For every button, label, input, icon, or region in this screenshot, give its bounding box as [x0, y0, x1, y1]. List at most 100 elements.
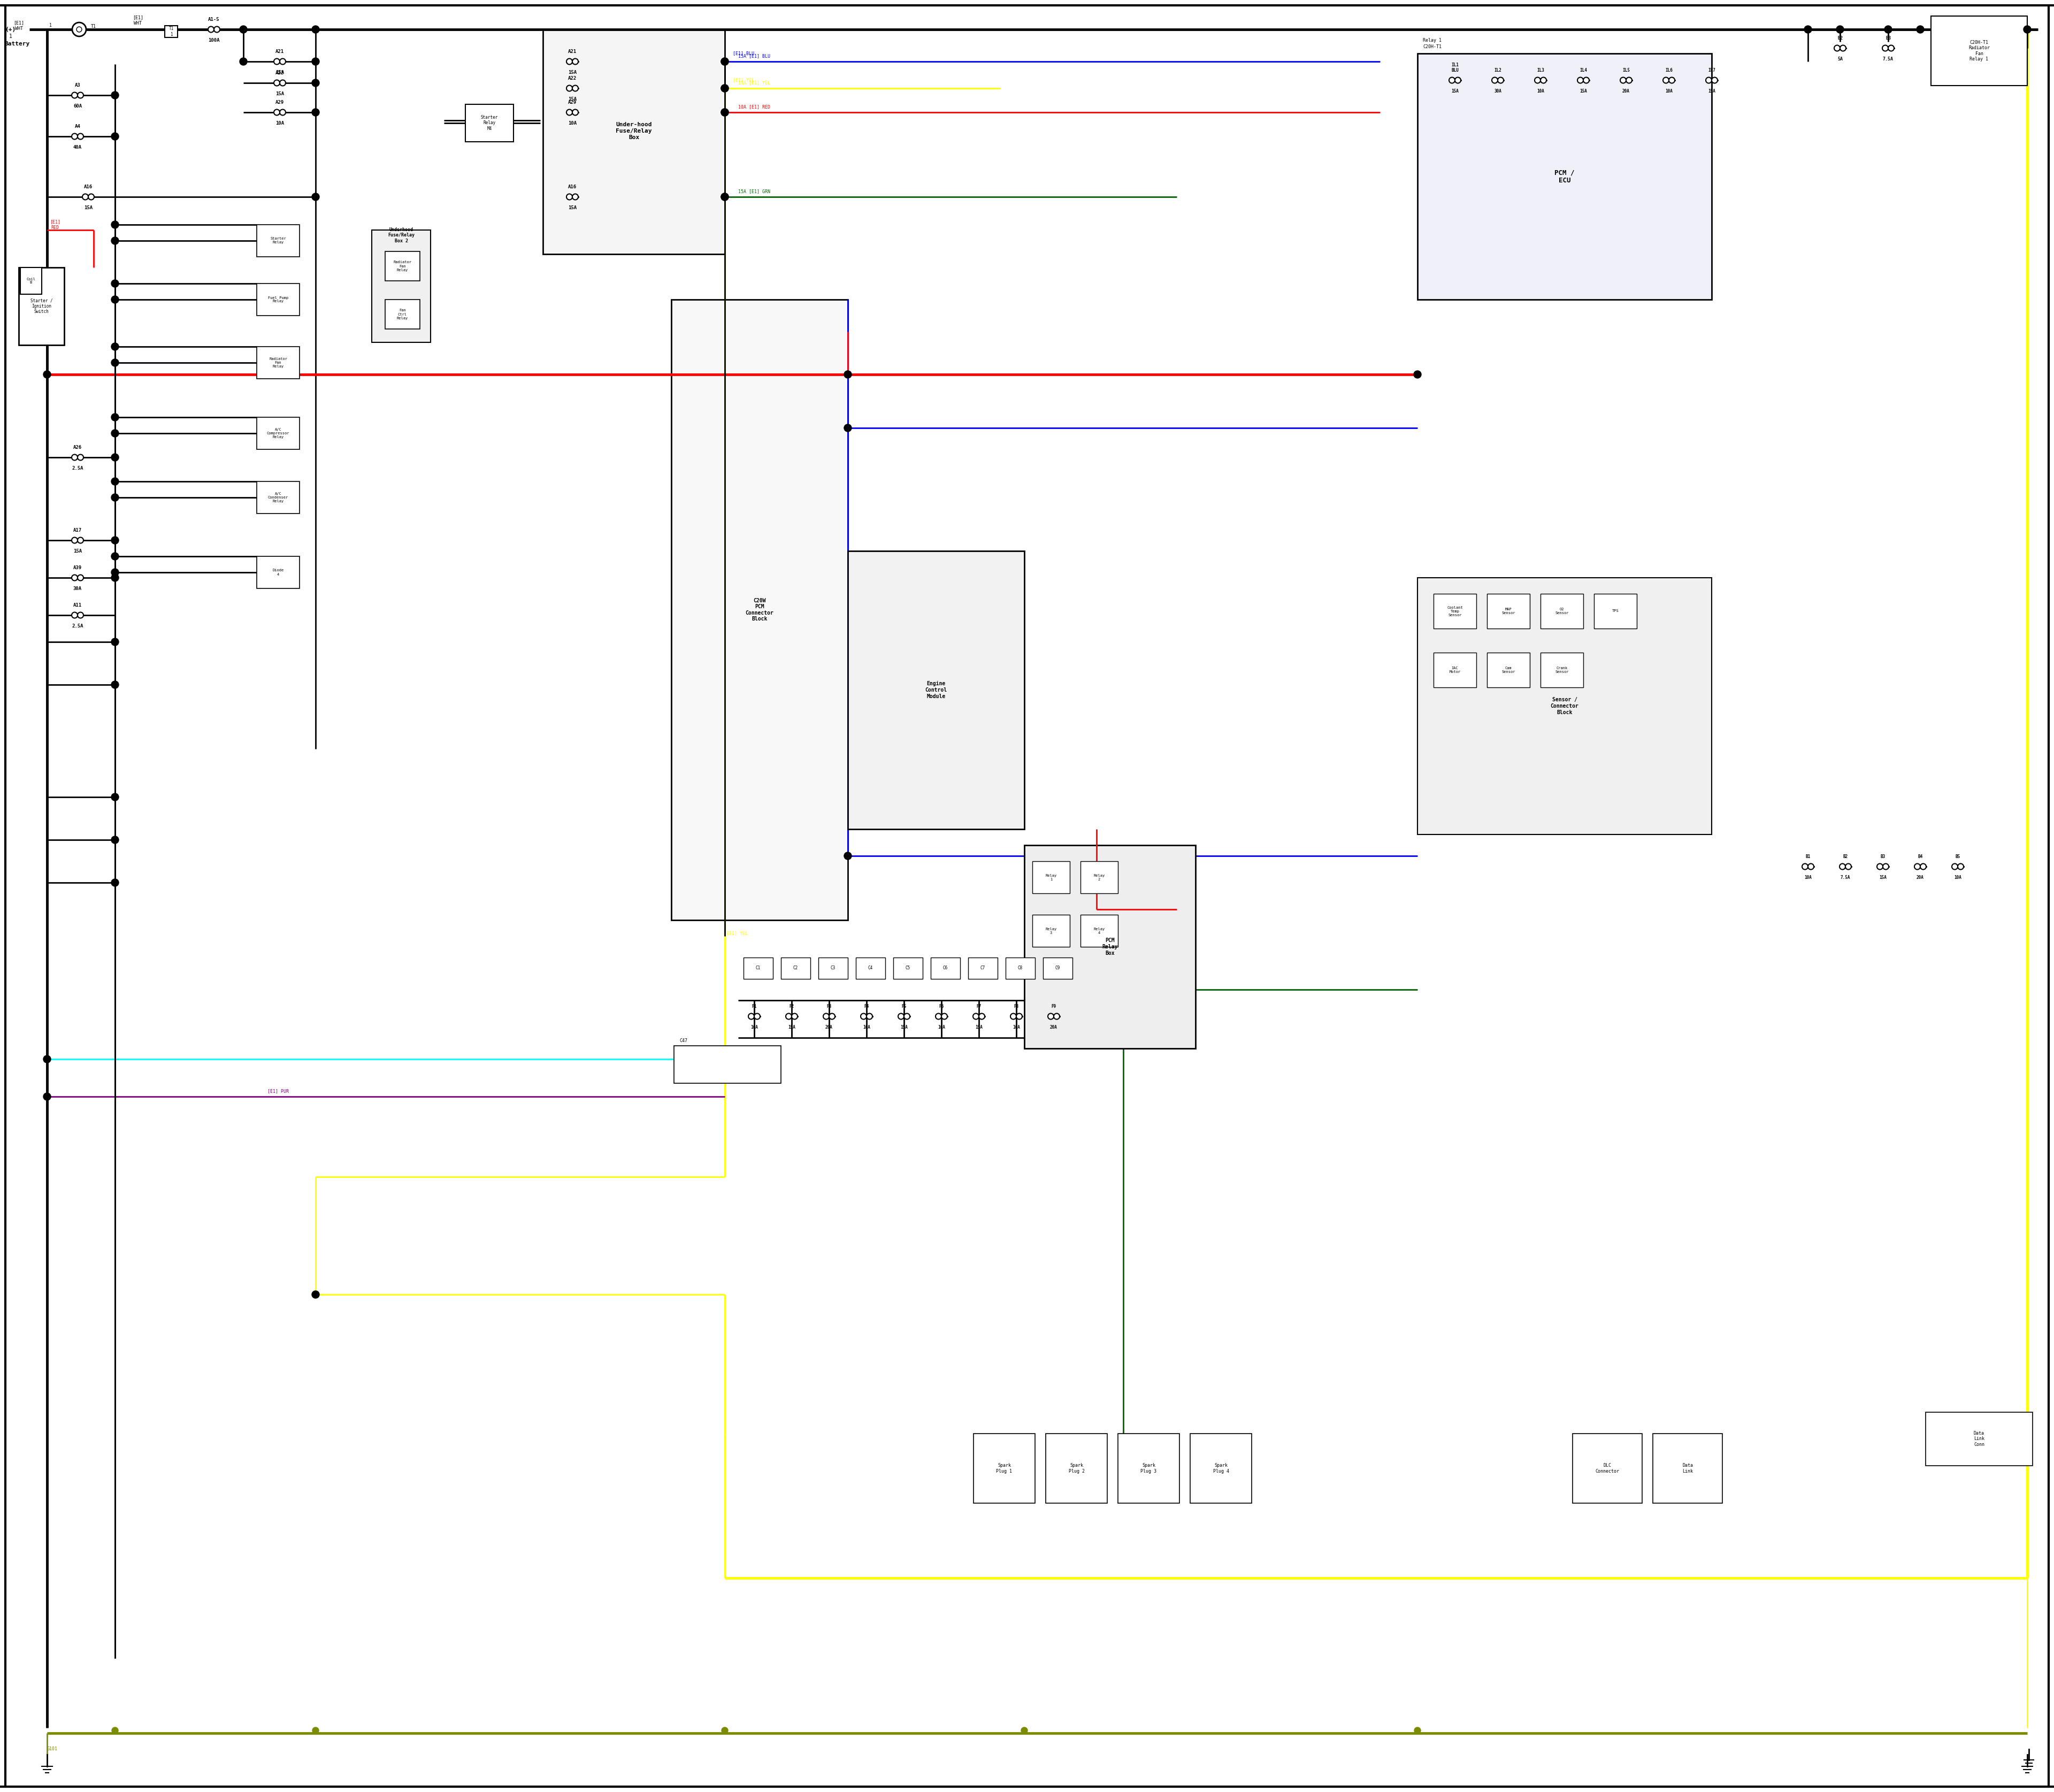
Text: 15A: 15A	[275, 91, 283, 97]
Text: C2: C2	[793, 966, 799, 971]
Circle shape	[78, 133, 84, 140]
Circle shape	[721, 194, 729, 201]
Circle shape	[1627, 77, 1633, 82]
Circle shape	[1621, 77, 1627, 82]
Text: Radiator
Fan
Relay: Radiator Fan Relay	[269, 357, 288, 367]
Text: B3: B3	[1886, 36, 1892, 41]
Bar	[21, 267, 41, 294]
Circle shape	[567, 86, 573, 91]
Circle shape	[1957, 864, 1964, 869]
Text: 30A: 30A	[74, 586, 82, 591]
Text: T1
1: T1 1	[168, 27, 175, 38]
Circle shape	[1888, 45, 1894, 52]
Text: A29: A29	[275, 100, 283, 106]
Text: F8: F8	[1015, 1004, 1019, 1009]
Circle shape	[1808, 864, 1814, 869]
Circle shape	[1454, 77, 1460, 82]
Text: A4: A4	[74, 124, 80, 129]
Circle shape	[1415, 1727, 1421, 1733]
Text: Spark
Plug 2: Spark Plug 2	[1068, 1464, 1085, 1473]
Text: Underhood
Fuse/Relay
Box 2: Underhood Fuse/Relay Box 2	[388, 228, 415, 244]
Text: 10A: 10A	[1953, 874, 1962, 880]
Text: 10A: 10A	[1666, 90, 1672, 93]
Circle shape	[1705, 77, 1711, 82]
Text: Relay 1: Relay 1	[1423, 38, 1442, 43]
Circle shape	[111, 453, 119, 461]
Circle shape	[1840, 864, 1844, 869]
Bar	[744, 957, 772, 978]
Text: A3: A3	[74, 82, 80, 88]
Text: [E1] YEL: [E1] YEL	[727, 932, 748, 935]
Bar	[1573, 1434, 1641, 1503]
Bar	[930, 957, 959, 978]
Bar	[1117, 1434, 1179, 1503]
Text: A22: A22	[569, 75, 577, 81]
Text: F2: F2	[789, 1004, 795, 1009]
Text: 20A: 20A	[1623, 90, 1629, 93]
Text: C20H-T1
Radiator
Fan
Relay 1: C20H-T1 Radiator Fan Relay 1	[1968, 39, 1990, 61]
Circle shape	[1540, 77, 1547, 82]
Text: 7.5A: 7.5A	[1884, 57, 1894, 61]
Circle shape	[573, 86, 579, 91]
Text: 15A: 15A	[569, 206, 577, 210]
Circle shape	[78, 91, 84, 99]
Bar	[257, 556, 300, 588]
Text: [E1] BLU: [E1] BLU	[733, 52, 754, 56]
Text: 10A: 10A	[275, 120, 283, 125]
Text: 15A: 15A	[1452, 90, 1458, 93]
Circle shape	[1884, 25, 1892, 34]
Circle shape	[111, 568, 119, 575]
Circle shape	[1920, 864, 1927, 869]
Text: Spark
Plug 1: Spark Plug 1	[996, 1464, 1013, 1473]
Text: B2: B2	[1842, 855, 1849, 858]
Circle shape	[111, 1727, 119, 1733]
Bar	[1434, 593, 1477, 629]
Circle shape	[111, 495, 119, 502]
Circle shape	[312, 57, 318, 65]
Text: C8: C8	[1019, 966, 1023, 971]
Circle shape	[573, 59, 579, 65]
Circle shape	[867, 1014, 873, 1020]
Circle shape	[721, 84, 729, 91]
Circle shape	[721, 57, 729, 65]
Circle shape	[1916, 25, 1925, 34]
Text: A21: A21	[275, 48, 283, 54]
Circle shape	[88, 194, 94, 199]
Circle shape	[312, 1727, 318, 1733]
Circle shape	[111, 552, 119, 561]
Circle shape	[1448, 77, 1454, 82]
Text: F6: F6	[939, 1004, 945, 1009]
Text: Battery: Battery	[4, 41, 29, 47]
Text: B4: B4	[1918, 855, 1923, 858]
Text: Engine
Control
Module: Engine Control Module	[924, 681, 947, 699]
Circle shape	[111, 573, 119, 581]
Circle shape	[844, 425, 852, 432]
Circle shape	[111, 430, 119, 437]
Circle shape	[111, 358, 119, 366]
Circle shape	[1914, 864, 1920, 869]
Text: 15A: 15A	[1709, 90, 1715, 93]
Bar	[386, 299, 419, 330]
Circle shape	[312, 109, 318, 116]
Text: IL3: IL3	[1536, 68, 1545, 73]
Text: 15A: 15A	[84, 206, 92, 210]
Bar	[1025, 846, 1195, 1048]
Circle shape	[43, 371, 51, 378]
Text: Starter /
Ignition
Switch: Starter / Ignition Switch	[31, 297, 53, 314]
Text: A29: A29	[569, 100, 577, 106]
Text: DLC
Connector: DLC Connector	[1596, 1464, 1619, 1473]
Text: A39: A39	[74, 566, 82, 570]
Circle shape	[82, 194, 88, 199]
Text: C6: C6	[943, 966, 947, 971]
Bar	[1080, 914, 1117, 946]
Text: Relay
2: Relay 2	[1093, 874, 1105, 880]
Text: 40A: 40A	[74, 145, 82, 151]
Text: 15A: 15A	[275, 70, 283, 75]
Text: C7: C7	[980, 966, 986, 971]
Text: F1: F1	[752, 1004, 756, 1009]
Circle shape	[1534, 77, 1540, 82]
Text: TPS: TPS	[1612, 609, 1619, 613]
Text: (+): (+)	[6, 27, 16, 32]
Bar	[257, 283, 300, 315]
Circle shape	[78, 538, 84, 543]
